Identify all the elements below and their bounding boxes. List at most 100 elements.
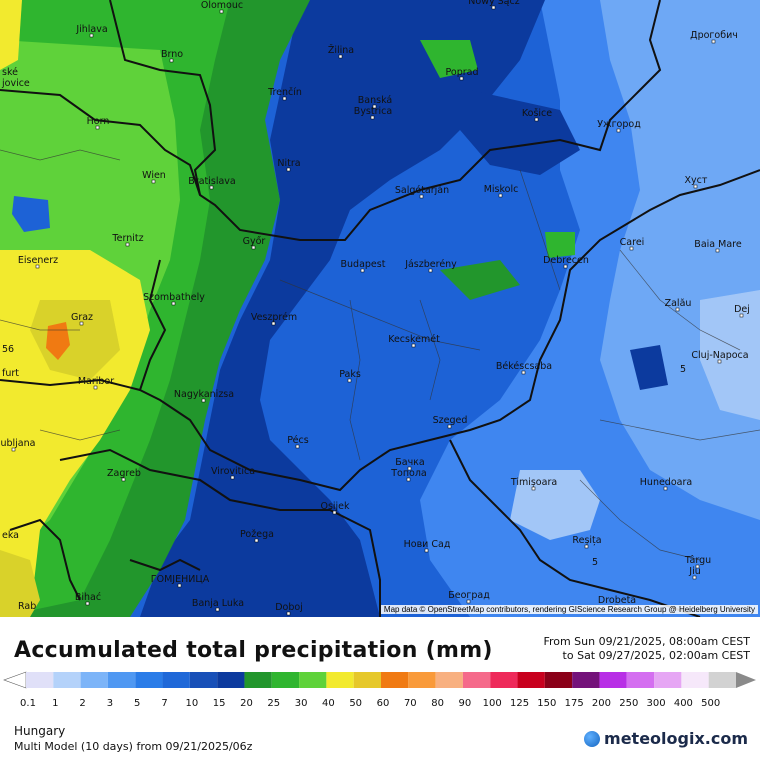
city-marker	[521, 370, 526, 375]
city-label: Debrecen	[543, 255, 589, 266]
city-marker	[406, 477, 411, 482]
city-label: Дрогобич	[690, 30, 738, 41]
city-label: Eisenerz	[18, 255, 58, 266]
city-label: Veszprém	[251, 312, 297, 323]
city-label: Žilina	[328, 44, 354, 56]
city-label: Nitra	[277, 158, 300, 169]
legend-swatch	[408, 672, 436, 688]
city-marker	[271, 321, 276, 326]
yellow-north-patch	[0, 0, 22, 70]
city-label: Bratislava	[188, 176, 235, 187]
city-marker	[711, 39, 716, 44]
city-label: Хуст	[685, 175, 708, 186]
legend-swatch	[544, 672, 573, 688]
city-label: Paks	[339, 369, 361, 380]
city-label: Нови Сад	[404, 539, 451, 550]
city-marker	[428, 268, 433, 273]
city-label: Békéscsaba	[496, 361, 552, 372]
legend-value: 90	[459, 698, 472, 709]
city-marker	[370, 115, 375, 120]
city-label: Poprad	[446, 67, 479, 78]
orange-patch	[46, 322, 70, 360]
legend-value: 10	[185, 698, 198, 709]
city-marker	[447, 424, 452, 429]
city-label: Győr	[243, 236, 266, 247]
city-label: Jiu	[688, 566, 700, 577]
city-marker	[230, 475, 235, 480]
city-marker	[372, 104, 377, 109]
legend-value: 100	[483, 698, 502, 709]
city-label: Pécs	[287, 435, 308, 446]
city-marker	[332, 510, 337, 515]
city-label: Ужгород	[597, 119, 641, 130]
city-label: Drobeta	[598, 595, 636, 606]
city-label: Ternitz	[111, 233, 143, 244]
city-label: Osijek	[320, 501, 350, 512]
city-marker	[739, 313, 744, 318]
city-marker	[491, 5, 496, 10]
city-label: Budapest	[341, 259, 386, 270]
city-marker	[209, 185, 214, 190]
model-info: Multi Model (10 days) from 09/21/2025/06…	[14, 740, 253, 753]
city-marker	[201, 398, 206, 403]
city-marker	[466, 599, 471, 604]
city-label: Бачка	[395, 457, 425, 468]
city-marker	[498, 193, 503, 198]
yellow-dark-patch	[30, 300, 120, 380]
city-label: Reșița	[572, 535, 601, 546]
forecast-period: From Sun 09/21/2025, 08:00am CEST to Sat…	[543, 635, 750, 663]
map-canvas: Olomouc Nowy Sącz Дрогобич Jihlava Brno Žilin…	[0, 0, 760, 617]
edge-label: jovice	[1, 78, 30, 89]
city-marker	[616, 128, 621, 133]
city-marker	[424, 548, 429, 553]
map-attribution[interactable]: Map data © OpenStreetMap contributors, r…	[380, 605, 758, 614]
city-marker	[254, 538, 259, 543]
legend-value: 200	[592, 698, 611, 709]
city-marker	[85, 601, 90, 606]
legend-value: 70	[404, 698, 417, 709]
city-label: Košice	[522, 108, 552, 119]
city-label: Cluj-Napoca	[691, 350, 748, 361]
city-label: Salgótarján	[395, 185, 449, 196]
city-label: ГОМЈЕНИЦА	[151, 574, 210, 585]
city-markers: Olomouc Nowy Sącz Дрогобич Jihlava Brno Žilin…	[0, 0, 750, 616]
globe-icon	[584, 730, 601, 747]
chart-title: Accumulated total precipitation (mm)	[14, 638, 493, 663]
legend-swatch	[271, 672, 300, 688]
legend-arrow-right	[736, 672, 756, 688]
city-marker	[695, 564, 700, 569]
city-marker	[295, 444, 300, 449]
legend-value: 0.1	[20, 698, 36, 709]
legend-swatch	[80, 672, 108, 688]
city-label: Топола	[390, 468, 427, 479]
city-marker	[675, 307, 680, 312]
region-name: Hungary	[14, 724, 66, 738]
legend-swatch	[162, 672, 190, 688]
city-label: Wien	[142, 170, 166, 181]
edge-label: ské	[2, 67, 18, 78]
legend-swatch	[53, 672, 81, 688]
city-marker	[121, 477, 126, 482]
legend-swatch	[462, 672, 491, 688]
city-label: Bystrica	[354, 106, 392, 117]
dark-blue-band	[140, 0, 545, 617]
city-marker	[125, 242, 130, 247]
city-marker	[89, 33, 94, 38]
edge-label: 56	[2, 344, 14, 355]
legend-swatch	[107, 672, 136, 688]
blue-bits-west	[12, 196, 50, 232]
city-label: Carei	[620, 237, 645, 248]
legend-swatch	[435, 672, 463, 688]
legend-swatch	[326, 672, 354, 688]
city-marker	[531, 486, 536, 491]
city-label: Maribor	[78, 376, 114, 387]
legend-swatch	[189, 672, 218, 688]
legend-value: 30	[295, 698, 308, 709]
city-marker	[219, 9, 224, 14]
brand-logo[interactable]: meteologix.com	[584, 729, 748, 748]
legend-swatch	[381, 672, 409, 688]
period-from: From Sun 09/21/2025, 08:00am CEST	[543, 635, 750, 648]
country-borders	[0, 0, 760, 617]
precipitation-map[interactable]: Olomouc Nowy Sącz Дрогобич Jihlava Brno Žilin…	[0, 0, 760, 617]
legend-value: 25	[267, 698, 280, 709]
